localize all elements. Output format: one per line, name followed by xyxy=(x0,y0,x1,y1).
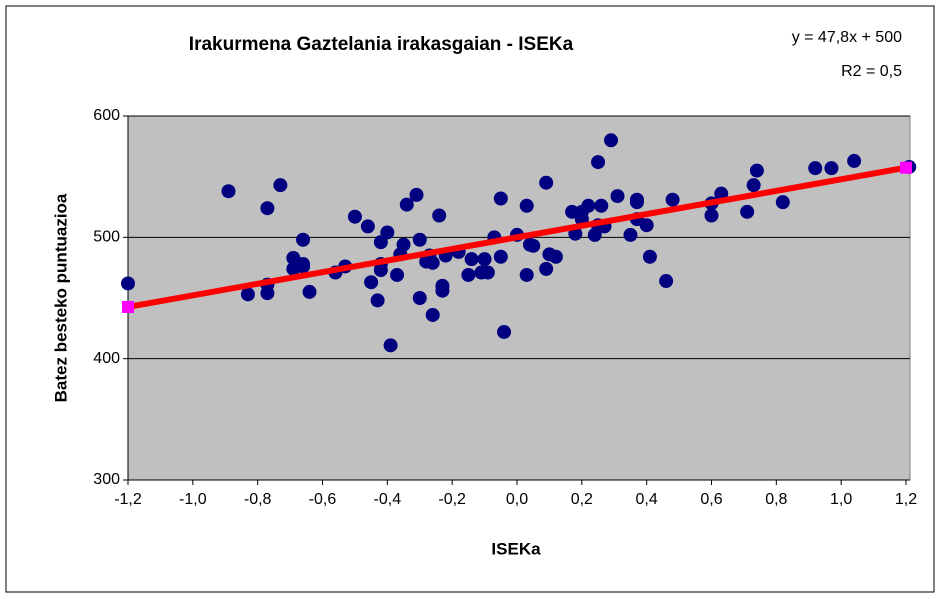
scatter-point xyxy=(296,232,311,247)
scatter-point xyxy=(519,267,534,282)
scatter-point xyxy=(380,225,395,240)
scatter-point xyxy=(639,218,654,233)
scatter-point xyxy=(659,274,674,289)
scatter-point xyxy=(461,267,476,282)
scatter-point xyxy=(642,249,657,264)
x-tick-label: 1,0 xyxy=(830,491,852,508)
chart-title: Irakurmena Gaztelania irakasgaian - ISEK… xyxy=(189,34,574,55)
scatter-point xyxy=(412,232,427,247)
x-axis-title: ISEKa xyxy=(491,539,541,558)
scatter-point xyxy=(808,161,823,176)
x-tick-label: -0,8 xyxy=(244,491,272,508)
x-tick-label: -0,4 xyxy=(374,491,402,508)
scatter-point xyxy=(383,338,398,353)
x-tick-label: 0,4 xyxy=(636,491,658,508)
y-tick-label: 400 xyxy=(93,350,120,367)
scatter-point xyxy=(539,261,554,276)
scatter-point xyxy=(370,293,385,308)
scatter-point xyxy=(704,208,719,223)
plot-area xyxy=(127,115,911,481)
scatter-point xyxy=(665,192,680,207)
y-tick-label: 300 xyxy=(93,471,120,488)
scatter-point xyxy=(425,255,440,270)
x-tick-label: 0,2 xyxy=(571,491,593,508)
scatter-point xyxy=(221,184,236,199)
scatter-point xyxy=(493,249,508,264)
scatter-point xyxy=(746,178,761,193)
scatter-point xyxy=(364,275,379,290)
y-axis-title: Batez besteko puntuazioa xyxy=(51,193,70,402)
x-tick-label: 1,2 xyxy=(895,491,917,508)
y-tick-label: 500 xyxy=(93,229,120,246)
scatter-point xyxy=(629,195,644,210)
trend-endpoint xyxy=(122,300,134,313)
scatter-point xyxy=(477,252,492,267)
scatter-point xyxy=(594,198,609,213)
scatter-point xyxy=(775,195,790,210)
scatter-point xyxy=(539,175,554,190)
scatter-point xyxy=(480,265,495,280)
scatter-point xyxy=(412,291,427,305)
scatter-point xyxy=(240,287,255,302)
scatter-point xyxy=(740,204,755,219)
x-tick-label: 0,8 xyxy=(765,491,787,508)
scatter-point xyxy=(390,267,405,282)
trend-line xyxy=(127,164,907,310)
x-tick-label: -0,6 xyxy=(309,491,337,508)
scatter-point xyxy=(432,208,447,223)
scatter-point xyxy=(497,324,512,339)
x-tick-label: 0,0 xyxy=(506,491,528,508)
scatter-point xyxy=(824,161,839,176)
scatter-point xyxy=(296,257,311,272)
x-tick-label: -1,2 xyxy=(114,491,142,508)
scatter-point xyxy=(260,201,275,216)
scatter-point xyxy=(360,219,375,234)
scatter-point xyxy=(121,276,135,291)
scatter-point xyxy=(260,286,275,301)
scatter-point xyxy=(435,283,450,298)
x-tick-label: -1,0 xyxy=(179,491,207,508)
scatter-point xyxy=(396,237,411,252)
scatter-point xyxy=(581,198,596,213)
scatter-point xyxy=(565,204,580,219)
scatter-point xyxy=(347,209,362,224)
scatter-point xyxy=(399,197,414,212)
scatter-point xyxy=(749,163,764,178)
x-tick-label: 0,6 xyxy=(700,491,722,508)
scatter-point xyxy=(591,155,606,170)
scatter-point xyxy=(493,191,508,206)
r-squared: R2 = 0,5 xyxy=(841,63,902,80)
scatter-point xyxy=(409,187,424,202)
equation: y = 47,8x + 500 xyxy=(792,29,902,46)
scatter-point xyxy=(519,198,534,213)
x-tick-label: -0,2 xyxy=(438,491,466,508)
scatter-point xyxy=(610,189,625,204)
scatter-point xyxy=(847,153,862,168)
y-tick-label: 600 xyxy=(93,107,120,124)
scatter-point xyxy=(464,252,479,267)
scatter-point xyxy=(425,307,440,322)
scatter-point xyxy=(604,133,619,148)
scatter-point xyxy=(302,284,317,299)
trend-endpoint xyxy=(900,161,912,174)
scatter-point xyxy=(526,238,541,253)
scatter-point xyxy=(548,249,563,264)
scatter-point xyxy=(623,227,638,242)
scatter-point xyxy=(373,263,388,278)
scatter-point xyxy=(273,178,288,193)
